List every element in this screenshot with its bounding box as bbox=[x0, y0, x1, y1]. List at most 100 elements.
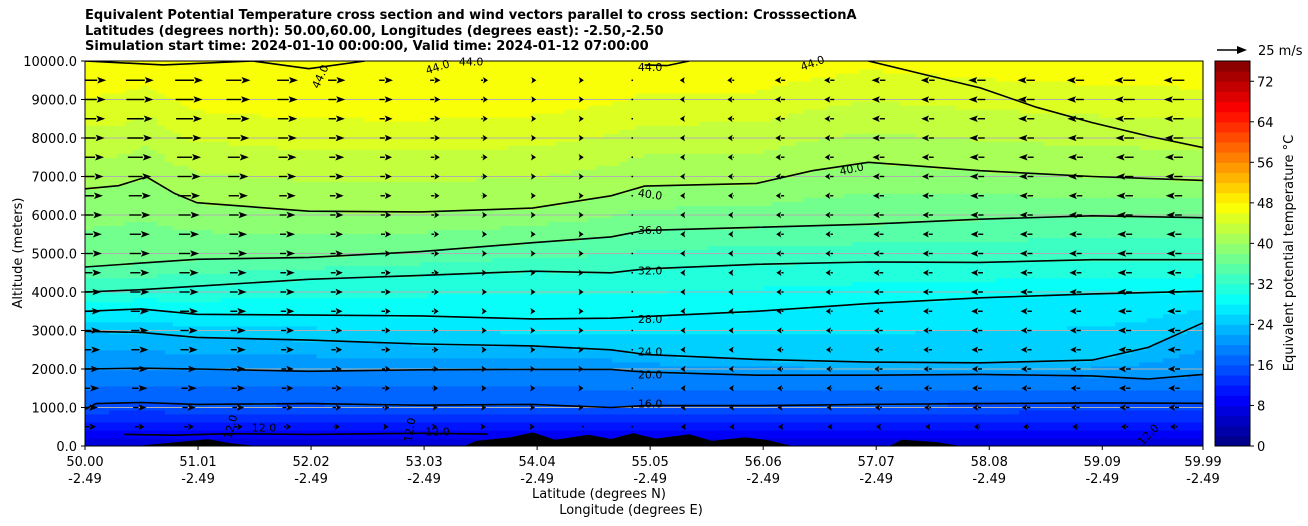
field-cell bbox=[109, 349, 118, 355]
field-cell bbox=[332, 241, 342, 247]
field-cell bbox=[164, 181, 174, 186]
field-cell bbox=[124, 345, 134, 351]
field-cell bbox=[164, 217, 174, 222]
field-cell bbox=[372, 417, 382, 423]
field-cell bbox=[428, 93, 437, 98]
field-cell bbox=[372, 442, 382, 446]
field-cell bbox=[276, 145, 286, 150]
field-cell bbox=[252, 389, 262, 395]
field-cell bbox=[412, 430, 421, 435]
field-cell bbox=[228, 153, 238, 158]
field-cell bbox=[268, 265, 278, 271]
field-cell bbox=[220, 345, 230, 351]
field-cell bbox=[372, 261, 382, 267]
field-cell bbox=[180, 281, 190, 287]
field-cell bbox=[404, 157, 413, 162]
field-cell bbox=[228, 89, 238, 94]
field-cell bbox=[364, 253, 374, 259]
field-cell bbox=[109, 197, 118, 202]
field-cell bbox=[220, 85, 230, 90]
field-cell bbox=[316, 173, 326, 178]
field-cell bbox=[212, 77, 222, 82]
field-cell bbox=[212, 425, 222, 431]
field-cell bbox=[452, 61, 461, 66]
field-cell bbox=[236, 265, 246, 271]
field-cell bbox=[116, 393, 126, 399]
field-cell bbox=[316, 309, 326, 315]
field-cell bbox=[260, 321, 270, 327]
field-cell bbox=[156, 233, 166, 238]
field-cell bbox=[124, 177, 134, 182]
field-cell bbox=[484, 345, 493, 351]
field-cell bbox=[284, 285, 294, 291]
field-cell bbox=[364, 65, 374, 70]
field-cell bbox=[140, 301, 150, 307]
field-cell bbox=[428, 197, 437, 202]
field-cell bbox=[140, 393, 150, 399]
field-cell bbox=[156, 329, 166, 335]
field-cell bbox=[93, 373, 102, 379]
field-cell bbox=[116, 442, 126, 446]
field-cell bbox=[252, 442, 262, 446]
field-cell bbox=[236, 377, 246, 383]
field-cell bbox=[93, 397, 102, 403]
field-cell bbox=[476, 373, 485, 379]
field-cell bbox=[404, 277, 413, 283]
field-cell bbox=[412, 157, 421, 162]
field-cell bbox=[300, 205, 310, 210]
field-cell bbox=[85, 409, 94, 415]
field-cell bbox=[252, 81, 262, 86]
field-cell bbox=[212, 277, 222, 283]
field-cell bbox=[492, 181, 501, 186]
field-cell bbox=[348, 65, 358, 70]
field-cell bbox=[428, 133, 437, 138]
field-cell bbox=[340, 129, 350, 134]
field-cell bbox=[212, 241, 222, 247]
field-cell bbox=[116, 253, 126, 259]
field-cell bbox=[196, 309, 206, 315]
field-cell bbox=[212, 221, 222, 226]
field-cell bbox=[109, 241, 118, 247]
field-cell bbox=[436, 325, 445, 331]
field-cell bbox=[420, 365, 429, 371]
field-cell bbox=[252, 217, 262, 222]
field-cell bbox=[228, 317, 238, 323]
field-cell bbox=[124, 281, 134, 287]
field-cell bbox=[308, 293, 318, 299]
field-cell bbox=[316, 277, 326, 283]
field-cell bbox=[148, 81, 158, 86]
field-cell bbox=[85, 73, 94, 78]
field-cell bbox=[196, 65, 206, 70]
field-cell bbox=[340, 405, 350, 411]
field-cell bbox=[388, 141, 398, 146]
field-cell bbox=[85, 113, 94, 118]
field-cell bbox=[124, 205, 134, 210]
field-cell bbox=[276, 89, 286, 94]
field-cell bbox=[388, 217, 398, 222]
field-cell bbox=[268, 405, 278, 411]
field-cell bbox=[300, 377, 310, 383]
field-cell bbox=[132, 421, 142, 427]
field-cell bbox=[292, 369, 302, 375]
field-cell bbox=[380, 245, 390, 251]
field-cell bbox=[244, 409, 254, 415]
field-cell bbox=[404, 281, 413, 287]
field-cell bbox=[340, 417, 350, 423]
field-cell bbox=[452, 133, 461, 138]
field-cell bbox=[460, 430, 469, 435]
field-cell bbox=[452, 321, 461, 327]
field-cell bbox=[420, 325, 429, 331]
field-cell bbox=[268, 333, 278, 339]
field-cell bbox=[212, 173, 222, 178]
field-cell bbox=[172, 297, 182, 303]
field-cell bbox=[308, 77, 318, 82]
field-cell bbox=[308, 442, 318, 446]
field-cell bbox=[444, 61, 453, 66]
field-cell bbox=[276, 209, 286, 214]
field-cell bbox=[244, 277, 254, 283]
field-cell bbox=[484, 209, 493, 214]
field-cell bbox=[444, 345, 453, 351]
field-cell bbox=[484, 229, 493, 234]
field-cell bbox=[444, 365, 453, 371]
field-cell bbox=[468, 325, 477, 331]
